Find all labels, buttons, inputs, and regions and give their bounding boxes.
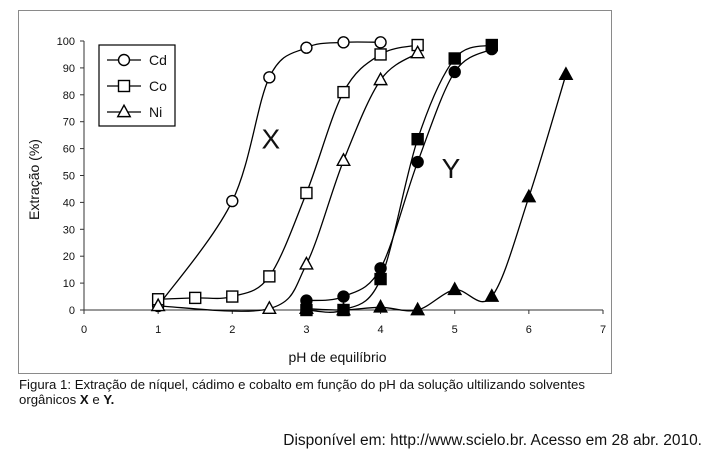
x-tick-label: 4 [378, 324, 384, 336]
y-tick-label: 100 [57, 36, 75, 48]
data-point-cd-y [448, 65, 461, 79]
legend-marker-cd [117, 53, 131, 67]
data-point-co-x [263, 270, 276, 283]
data-point-co-x [337, 85, 350, 99]
x-tick-label: 6 [526, 324, 532, 336]
caption-x: X [79, 392, 89, 407]
x-tick-label: 2 [229, 324, 235, 336]
x-axis-label: pH de equilíbrio [288, 349, 386, 365]
data-point-ni-y [484, 288, 500, 302]
data-point-ni-y [336, 301, 351, 316]
data-point-ni-y [373, 299, 389, 313]
data-point-ni-x [410, 44, 426, 59]
source-note: Disponível em: http://www.scielo.br. Ace… [283, 432, 702, 449]
y-tick-label: 70 [63, 117, 75, 129]
x-tick-label: 5 [452, 324, 458, 336]
y-tick-label: 10 [63, 278, 75, 290]
data-point-co-x [226, 290, 239, 303]
legend-label-co: Co [149, 78, 167, 94]
data-point-co-x [374, 48, 387, 61]
caption-y: Y. [103, 392, 115, 407]
data-point-ni-x [150, 297, 166, 312]
figure-caption: Figura 1: Extração de níquel, cádimo e c… [19, 377, 639, 407]
data-point-co-x [189, 291, 202, 305]
y-axis-label: Extração (%) [26, 139, 42, 220]
data-point-cd-y [337, 290, 350, 303]
data-point-cd-y [411, 155, 424, 169]
x-tick-label: 0 [81, 324, 87, 336]
legend-marker-co [117, 79, 131, 93]
y-tick-label: 60 [63, 144, 75, 156]
y-tick-label: 80 [63, 90, 75, 102]
y-tick-label: 40 [63, 197, 75, 209]
data-point-cd-x [374, 36, 387, 49]
data-point-ni-y [410, 301, 426, 316]
data-point-cd-y [374, 262, 387, 275]
data-point-co-y [374, 272, 387, 286]
data-point-ni-y [447, 281, 463, 296]
annotation-y: Y [442, 153, 461, 184]
data-point-ni-x [261, 300, 277, 314]
data-point-co-x [300, 186, 313, 200]
data-point-ni-x [373, 71, 389, 86]
y-tick-label: 20 [63, 251, 75, 263]
data-point-ni-y [558, 66, 574, 80]
x-tick-label: 3 [303, 324, 309, 336]
y-tick-label: 0 [69, 305, 75, 317]
caption-and: e [88, 392, 104, 407]
data-point-ni-y [298, 300, 314, 314]
y-tick-label: 90 [63, 63, 75, 75]
chart-frame: 0 1 2 3 4 5 6 7 0 10 20 30 40 50 60 70 80 90 100 pH de equi… [18, 10, 612, 374]
data-point-cd-x [263, 71, 276, 84]
legend-marker-ni [116, 103, 132, 118]
caption-text: Figura 1: Extração de níquel, cádimo e c… [19, 377, 585, 407]
data-point-ni-x [298, 255, 314, 270]
annotation-x: X [261, 124, 280, 155]
x-tick-label: 7 [600, 324, 606, 336]
x-tick-label: 1 [155, 324, 161, 336]
series-line-cd-y [306, 48, 493, 302]
data-point-cd-x [226, 194, 239, 208]
series-line-co-x [158, 44, 418, 300]
data-point-cd-x [300, 41, 313, 54]
y-tick-label: 50 [63, 171, 75, 183]
data-point-cd-x [337, 36, 350, 49]
data-point-co-y [448, 52, 461, 65]
data-point-ni-y [521, 188, 537, 203]
data-point-ni-x [336, 152, 351, 167]
y-tick-label: 30 [63, 224, 75, 236]
series-line-co-y [306, 44, 493, 313]
legend-label-cd: Cd [149, 52, 167, 68]
legend-label-ni: Ni [149, 104, 162, 120]
data-point-co-y [485, 38, 498, 52]
data-point-co-y [411, 132, 424, 146]
